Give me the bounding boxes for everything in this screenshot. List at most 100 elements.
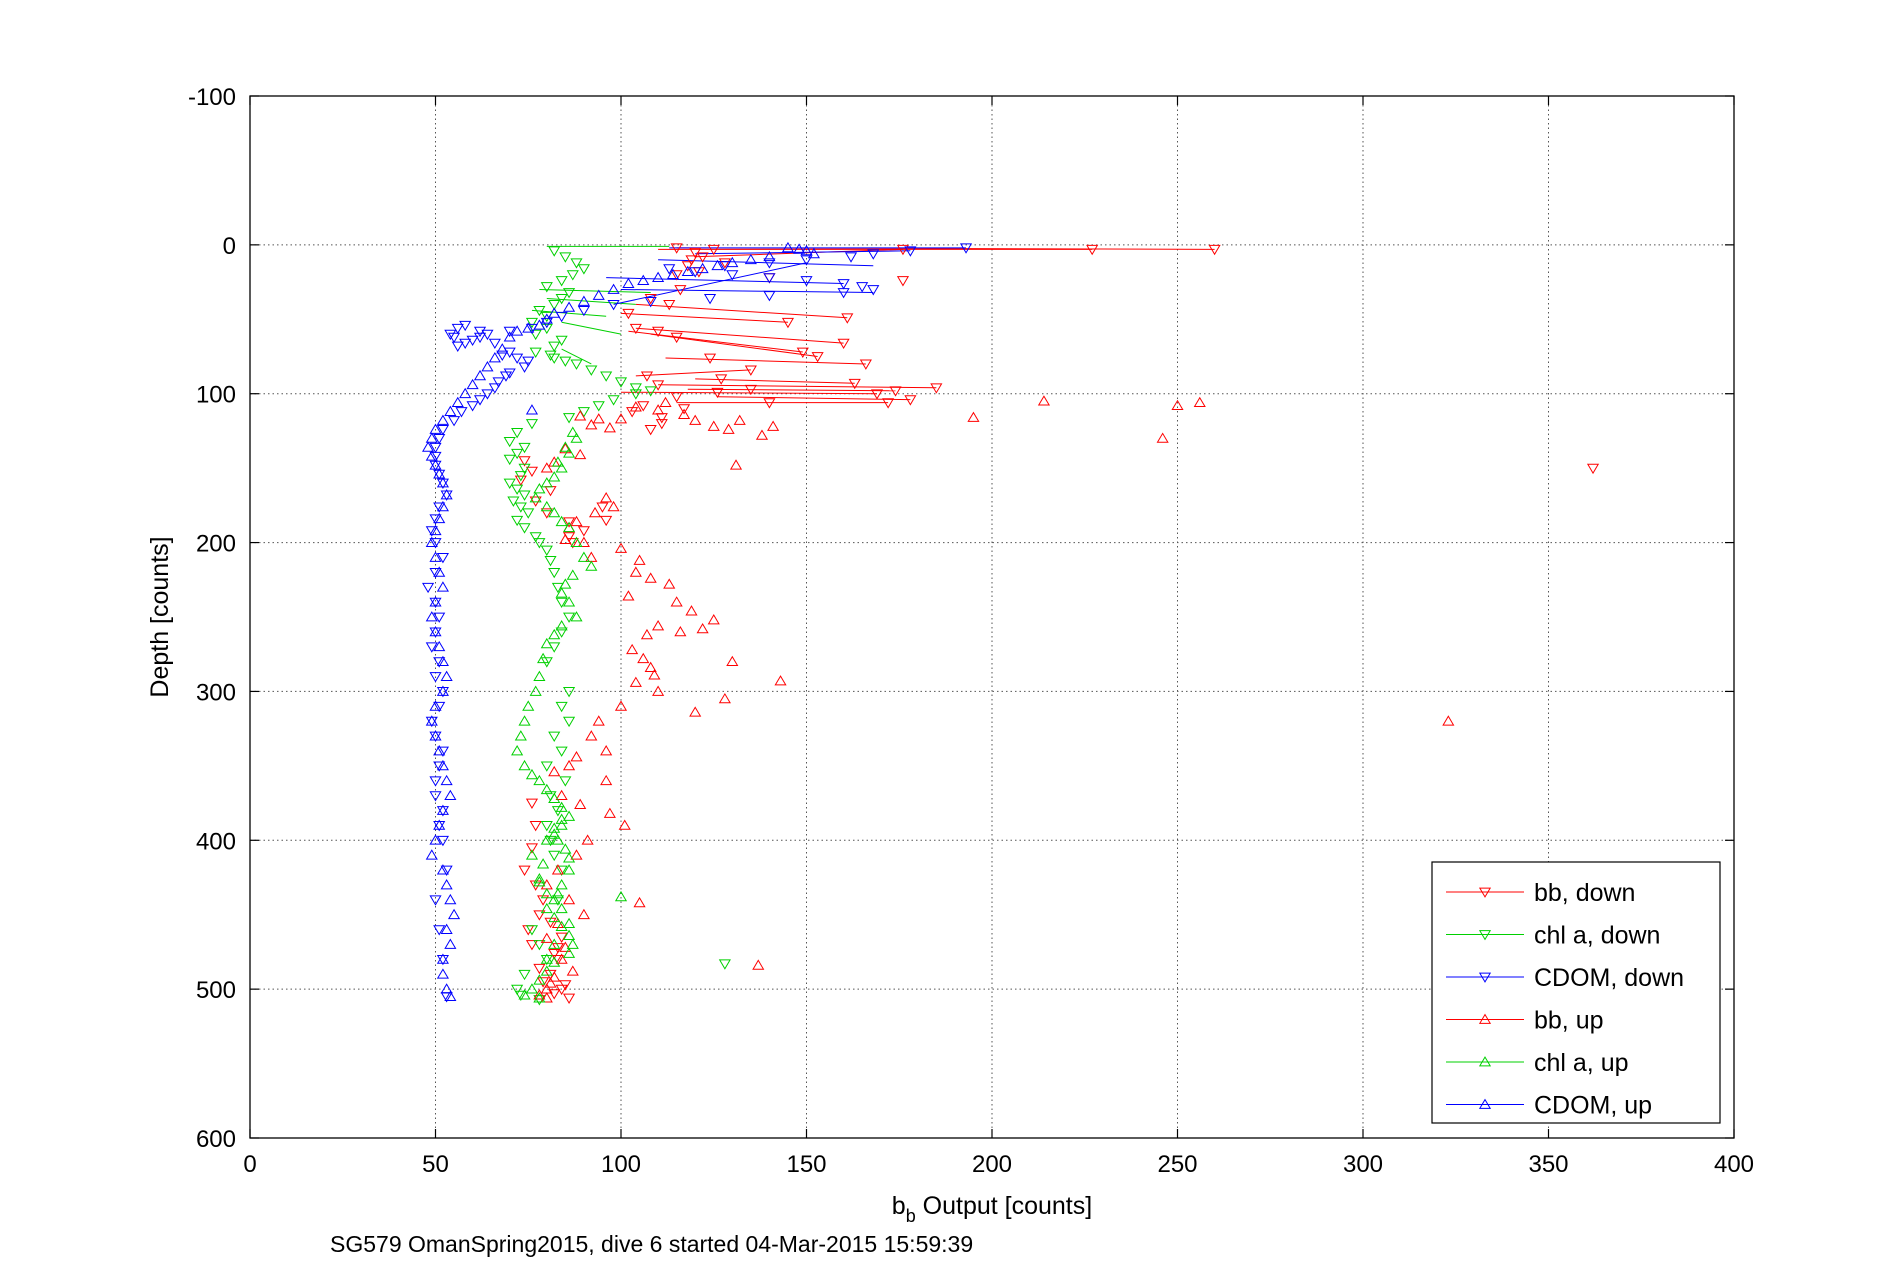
data-point: [429, 442, 442, 454]
data-point: [555, 294, 568, 305]
data-point: [540, 954, 553, 966]
data-point: [429, 451, 442, 463]
data-point: [540, 508, 553, 519]
data-point: [429, 834, 442, 845]
data-point: [841, 313, 854, 324]
data-point: [429, 730, 442, 741]
data-point: [696, 622, 709, 634]
data-point: [670, 392, 683, 403]
data-point: [562, 852, 576, 863]
data-point: [574, 448, 587, 460]
data-point: [577, 551, 590, 562]
data-point: [525, 768, 539, 780]
data-point: [562, 413, 576, 424]
data-point: [555, 902, 568, 914]
data-point: [659, 396, 672, 408]
data-point: [585, 419, 598, 430]
data-point: [436, 953, 449, 964]
data-point: [548, 307, 561, 318]
data-point: [600, 774, 613, 786]
connecting-line: [539, 289, 651, 293]
data-point: [555, 462, 568, 473]
data-point: [540, 545, 553, 556]
data-point: [429, 538, 442, 549]
data-point: [622, 308, 635, 320]
data-point: [429, 567, 442, 579]
data-point: [562, 917, 576, 929]
data-point: [744, 365, 757, 376]
data-point: [930, 383, 943, 394]
data-point: [518, 362, 531, 373]
data-point: [433, 469, 446, 481]
data-point: [585, 365, 598, 376]
data-point: [433, 468, 446, 479]
data-point: [436, 687, 449, 698]
data-point: [429, 551, 442, 562]
data-point: [436, 414, 449, 425]
data-point: [440, 983, 453, 994]
data-point: [514, 730, 527, 741]
data-point: [607, 283, 620, 294]
data-point: [867, 285, 880, 296]
data-point: [436, 478, 449, 489]
data-point: [522, 925, 535, 936]
data-point: [429, 423, 442, 434]
data-point: [889, 386, 902, 397]
data-point: [689, 414, 702, 425]
data-point: [562, 687, 576, 698]
data-point: [544, 977, 557, 988]
data-point: [425, 611, 438, 622]
data-point: [473, 326, 487, 338]
data-point: [629, 383, 642, 394]
data-point: [425, 716, 438, 728]
data-point: [603, 807, 616, 818]
data-point: [577, 305, 590, 317]
data-point: [637, 401, 650, 412]
data-point: [548, 353, 561, 364]
data-point: [540, 783, 553, 795]
data-point: [562, 447, 576, 458]
data-point: [425, 715, 438, 726]
data-point: [548, 567, 561, 579]
data-point: [436, 500, 449, 512]
data-point: [440, 670, 453, 681]
data-point: [537, 858, 550, 869]
data-point: [436, 477, 449, 488]
data-point: [959, 243, 973, 254]
data-point: [540, 932, 553, 943]
data-point: [811, 352, 824, 363]
data-point: [540, 902, 553, 914]
data-point: [492, 377, 505, 388]
data-point: [429, 700, 442, 711]
data-point: [711, 259, 724, 271]
data-point: [436, 425, 449, 436]
data-point: [514, 471, 527, 482]
data-point: [533, 305, 546, 317]
data-point: [436, 954, 449, 966]
data-point: [837, 288, 850, 299]
data-point: [722, 423, 735, 434]
data-point: [681, 265, 694, 277]
data-point: [436, 685, 449, 696]
data-point: [436, 968, 449, 979]
data-point: [518, 463, 531, 475]
data-point: [607, 300, 620, 311]
data-point: [562, 993, 576, 1005]
data-point: [551, 887, 565, 899]
data-point: [551, 864, 565, 875]
data-point: [559, 578, 572, 589]
data-point: [570, 258, 583, 269]
data-point: [807, 247, 820, 259]
data-point: [570, 849, 583, 860]
data-point: [555, 701, 568, 713]
connecting-line: [613, 262, 807, 305]
data-point: [522, 700, 535, 711]
data-point: [514, 475, 527, 486]
data-point: [652, 326, 665, 338]
data-point: [707, 420, 720, 431]
data-point: [540, 462, 553, 473]
data-point: [503, 368, 516, 379]
data-point: [425, 849, 438, 860]
data-point: [507, 496, 520, 507]
